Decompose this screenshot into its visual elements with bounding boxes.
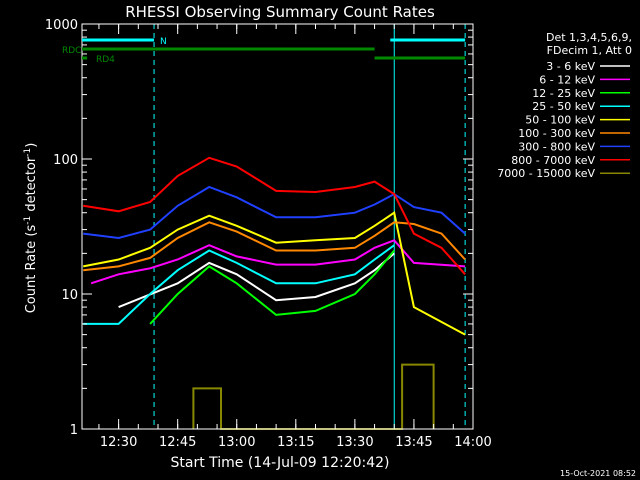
- x-axis-label: Start Time (14-Jul-09 12:20:42): [170, 455, 389, 471]
- series-line-7: [83, 156, 466, 275]
- y-axis-label: Count Rate (s-1 detector-1): [23, 143, 39, 314]
- x-tick-label: 13:15: [277, 435, 314, 450]
- y-tick-label: 1: [70, 423, 78, 438]
- flag-label-rdc: RDC: [62, 46, 81, 56]
- legend-entry-label: 7000 - 15000 keV: [497, 167, 595, 180]
- series-line-3: [83, 244, 395, 325]
- plot-frame: [81, 23, 474, 430]
- series-line-1: [90, 239, 466, 285]
- status-flags: N RDC RD4: [62, 37, 466, 65]
- series-line-5: [83, 221, 466, 272]
- legend-entry-label: 300 - 800 keV: [518, 140, 595, 153]
- chart-title: RHESSI Observing Summary Count Rates: [125, 3, 435, 21]
- y-tick-label: 1000: [45, 18, 78, 33]
- flag-label-n: N: [160, 37, 167, 47]
- legend-header-line-2: FDecim 1, Att 0: [547, 44, 632, 57]
- legend-entry-label: 25 - 50 keV: [532, 100, 595, 113]
- x-tick-label: 13:45: [395, 435, 432, 450]
- legend-entry-label: 50 - 100 keV: [525, 114, 595, 127]
- y-tick-label: 100: [53, 153, 78, 168]
- series-line-6: [83, 185, 466, 240]
- series-line-0: [118, 252, 395, 309]
- series-line-4: [83, 211, 466, 336]
- timestamp: 15-Oct-2021 08:52: [560, 469, 636, 478]
- x-tick-label: 13:30: [336, 435, 373, 450]
- series-line-2: [149, 249, 395, 325]
- x-tick-label: 14:00: [454, 435, 491, 450]
- legend-header-line-1: Det 1,3,4,5,6,9,: [546, 31, 632, 44]
- x-tick-label: 13:00: [218, 435, 255, 450]
- legend-entry-label: 6 - 12 keV: [539, 73, 595, 86]
- flag-label-rd4: RD4: [96, 55, 115, 65]
- legend-entry-label: 100 - 300 keV: [518, 127, 595, 140]
- legend-entry-label: 3 - 6 keV: [546, 60, 595, 73]
- legend: Det 1,3,4,5,6,9, FDecim 1, Att 0 3 - 6 k…: [497, 31, 632, 180]
- x-tick-label: 12:30: [100, 435, 137, 450]
- plot-area: [83, 24, 466, 430]
- legend-entry-label: 12 - 25 keV: [532, 87, 595, 100]
- legend-entry-label: 800 - 7000 keV: [511, 154, 595, 167]
- y-tick-label: 10: [61, 288, 78, 303]
- x-tick-label: 12:45: [159, 435, 196, 450]
- axes: 1 10 100 1000 12:30 12:45 13:00 13:15 13:30 13:45…: [45, 18, 492, 450]
